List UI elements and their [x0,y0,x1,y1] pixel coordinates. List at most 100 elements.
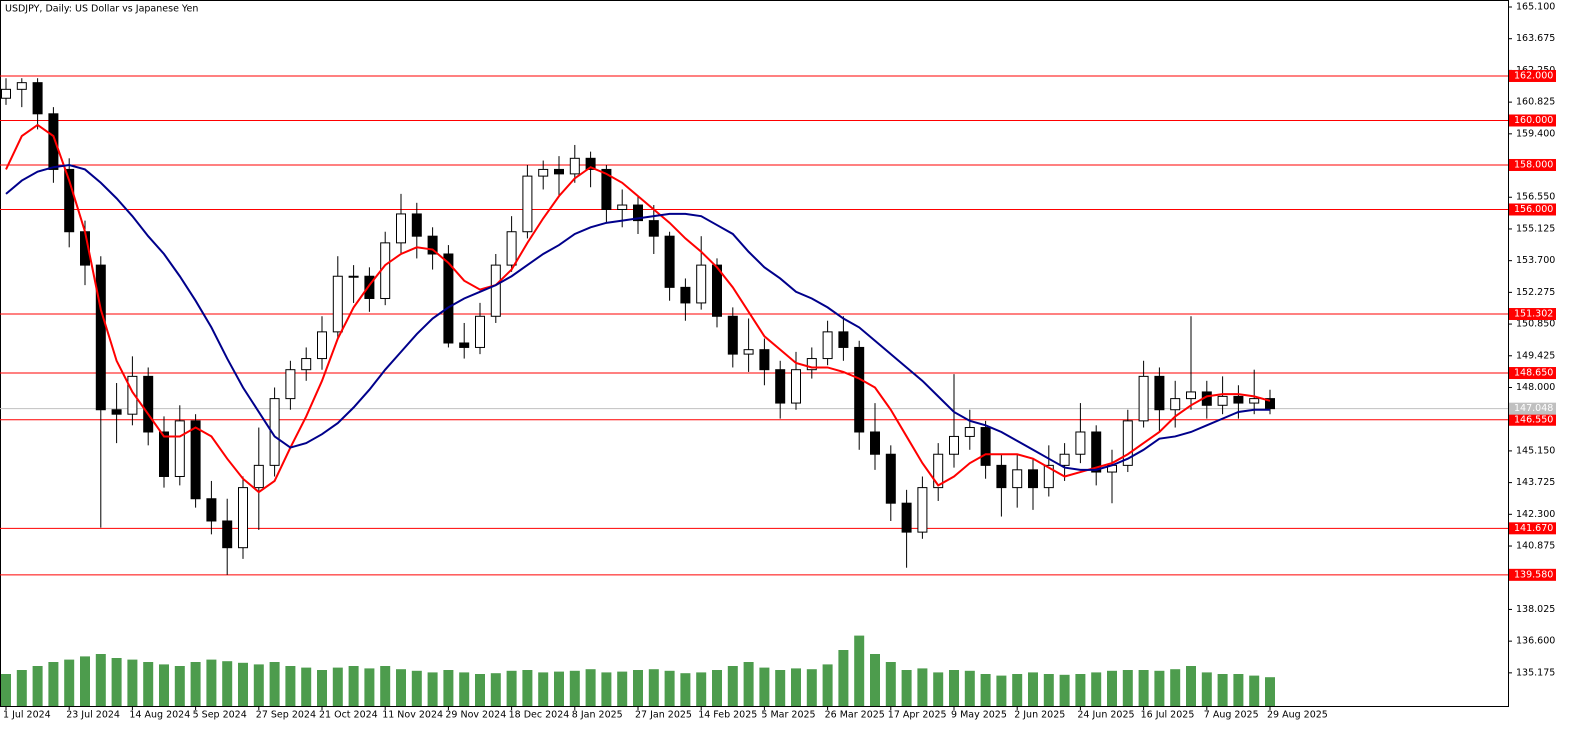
candle-body [633,204,643,222]
level-label-box [1509,69,1556,82]
level-label-box [1509,413,1556,426]
volume-bar [901,670,912,706]
volume-bar [949,670,959,706]
candle-body [759,349,770,371]
y-tick-label: 143.725 [1516,477,1555,488]
x-tick-label: 14 Feb 2025 [698,710,757,721]
candle-body [775,369,786,404]
candle-body [680,286,691,304]
volume-bar [269,662,280,706]
x-tick-label: 23 Jul 2024 [66,710,120,721]
candle-body [206,498,217,522]
volume-bar [680,673,691,706]
volume-bar [80,656,90,706]
candle-body [743,349,754,355]
volume-bar [996,675,1007,706]
volume-bar [16,670,27,706]
candle-body [32,82,43,115]
volume-bar [1233,674,1244,706]
volume-bar [159,664,169,706]
candle-body [159,431,169,477]
x-tick-label: 11 Nov 2024 [382,710,443,721]
level-label-box [1509,367,1556,380]
candle-body [1,88,11,99]
volume-bar [933,672,944,706]
y-tick-label: 149.425 [1516,350,1555,361]
candle-body [1217,395,1228,406]
x-tick-label: 29 Nov 2024 [445,710,506,721]
volume-bar [1154,670,1165,706]
volume-bar [127,659,138,706]
volume-bar [727,666,738,706]
candle-body [506,231,517,266]
volume-bar [806,669,817,706]
volume-bar [1122,670,1133,706]
level-label-box [1509,308,1556,321]
candle-body [696,264,707,304]
y-tick-label: 156.550 [1516,192,1555,203]
candle-body [1186,391,1196,400]
volume-bar [506,670,517,706]
candle-body [1091,431,1102,473]
candle-body [190,420,201,500]
volume-bar [1138,670,1149,706]
candle-body [996,464,1007,489]
candle-body [1012,469,1023,489]
volume-bar [980,674,991,706]
candle-body [95,264,106,411]
candle-body [648,220,659,237]
chart-title: USDJPY, Daily: US Dollar vs Japanese Yen [5,4,198,15]
volume-bar [775,670,786,706]
volume-bar [1028,672,1038,706]
candle-body [222,520,233,549]
volume-bar [1217,674,1228,706]
volume-bar [301,667,312,706]
y-tick-label: 140.875 [1516,541,1555,552]
volume-bar [648,669,659,706]
volume-bar [285,666,296,706]
candle-body [901,502,912,533]
volume-bar [143,662,154,706]
y-tick-label: 148.000 [1516,382,1555,393]
volume-bar [32,666,43,706]
y-tick-label: 152.275 [1516,287,1555,298]
candle-body [459,342,470,348]
volume-bar [522,670,533,706]
x-tick-label: 29 Aug 2025 [1267,710,1328,721]
y-tick-label: 165.100 [1516,2,1555,13]
volume-bar [617,671,628,706]
volume-bar [964,670,975,706]
candle-body [174,420,185,477]
volume-bar [253,664,264,706]
volume-bar [238,662,248,706]
candle-body [317,331,327,360]
level-label: 151.302 [1514,309,1553,320]
level-label-box [1509,568,1556,581]
candle-body [727,315,738,355]
x-tick-label: 24 Jun 2025 [1077,710,1134,721]
volume-bar [459,672,470,706]
y-tick-label: 136.600 [1516,636,1555,647]
volume-bar [664,670,675,706]
volume-bar [1201,672,1212,706]
candle-body [1233,395,1244,404]
candle-body [364,275,375,299]
volume-bar [317,670,327,706]
candle-body [917,487,928,533]
volume-bar [1091,672,1102,706]
volume-bar [1,674,11,706]
volume-bar [838,650,849,706]
candle-body [253,464,264,489]
volume-bar [48,662,59,706]
candle-body [64,168,75,233]
x-tick-label: 5 Sep 2024 [193,710,247,721]
x-tick-label: 7 Aug 2025 [1204,710,1259,721]
volume-bar [443,670,454,706]
y-tick-label: 142.300 [1516,509,1555,520]
candle-body [348,275,359,278]
candle-body [1122,420,1133,466]
x-tick-label: 2 Jun 2025 [1014,710,1065,721]
candle-body [490,264,501,317]
candle-body [301,358,312,371]
x-tick-label: 27 Sep 2024 [256,710,316,721]
